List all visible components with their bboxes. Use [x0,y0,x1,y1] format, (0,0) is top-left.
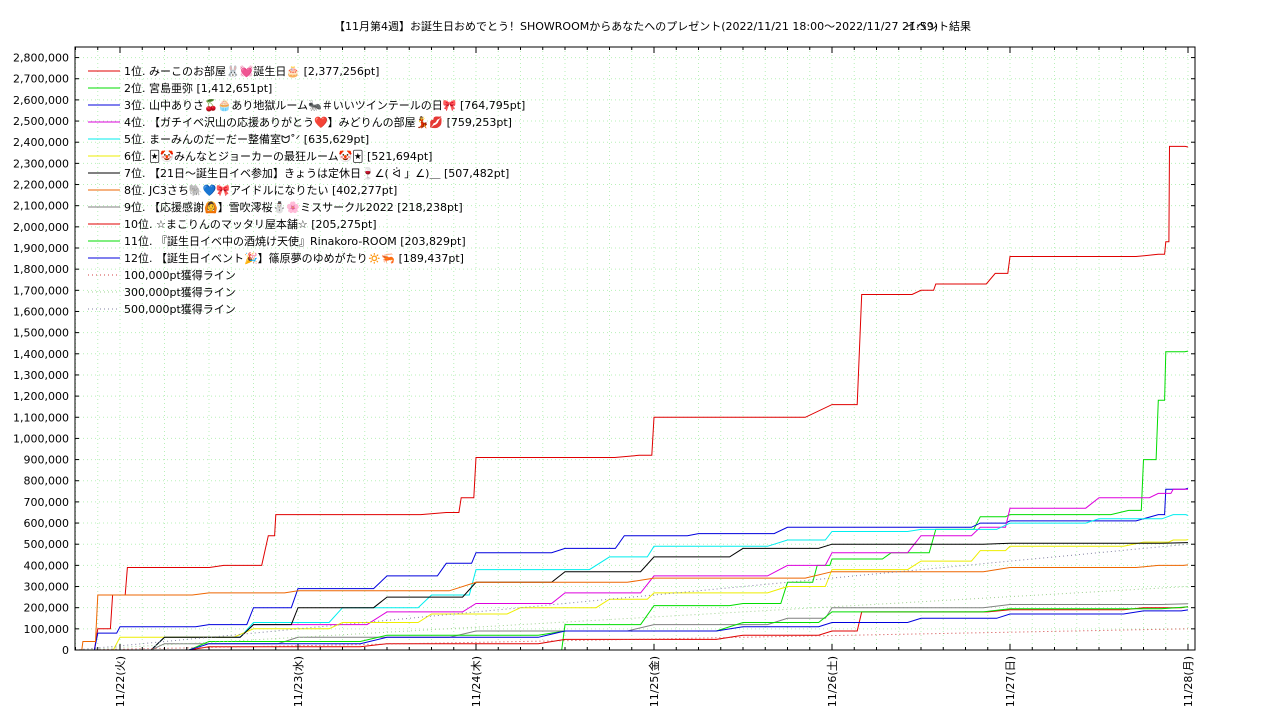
series-line-6 [75,539,1189,651]
legend-label: 5位. まーみんのだーだー整備室ᗢ˚ᐟ [635,629pt] [124,132,369,146]
axes: 0 100,000 200,000 300,000 400,000 500,000 600,… [13,47,1195,707]
legend-label: 6位. 🃏🤡みんなとジョーカーの最狂ルーム🤡🃏 [521,694pt] [124,149,432,163]
legend-label: 300,000pt獲得ライン [124,286,236,299]
y-tick-label: 0 [62,644,69,657]
y-tick-label: 2,300,000 [13,157,69,170]
legend-label: 4位. 【ガチイベ沢山の応援ありがとう❤️】みどりんの部屋💃💋 [759,253… [124,115,512,129]
chart-subtitle: イベント結果 [905,19,971,33]
series-line-3 [75,487,1189,651]
y-tick-label: 1,800,000 [13,263,69,276]
legend-label: 100,000pt獲得ライン [124,269,236,282]
x-tick-label: 11/25(金) [647,656,661,707]
y-tick-label: 1,900,000 [13,242,69,255]
x-tick-label: 11/28(月) [1182,656,1195,707]
y-tick-label: 2,200,000 [13,179,69,192]
y-tick-label: 1,500,000 [13,327,69,340]
y-tick-label: 1,300,000 [13,369,69,382]
legend-label: 8位. JC3さち🐘💙🎀アイドルになりたい [402,277pt] [124,183,397,197]
y-tick-label: 900,000 [24,454,70,467]
y-tick-label: 500,000 [24,538,70,551]
x-tick-label: 11/22(火) [114,656,127,707]
y-tick-label: 1,700,000 [13,284,69,297]
legend-label: 12位. 【誕生日イベント🎉】篠原夢のゆめがたり🔅🦐 [189,437pt] [124,251,464,265]
y-tick-label: 2,600,000 [13,94,69,107]
x-tick-label: 11/23(水) [292,656,305,707]
series-line-10 [75,606,1189,651]
series-line-13 [75,628,1189,651]
y-tick-label: 100,000 [24,623,70,636]
y-tick-label: 1,400,000 [13,348,69,361]
x-tick-label: 11/27(日) [1004,656,1017,707]
y-tick-label: 2,100,000 [13,200,69,213]
legend: 1位. みーこのお部屋🐰💓誕生日🎂 [2,377,256pt] 2位. 宮島亜弥 … [88,64,525,316]
y-tick-label: 700,000 [24,496,70,509]
y-tick-label: 2,500,000 [13,115,69,128]
y-tick-label: 600,000 [24,517,70,530]
plot-frame [74,46,1196,651]
legend-label: 11位. 『誕生日イベ中の酒焼け天使』Rinakoro-ROOM [203,82… [124,234,466,248]
legend-label: 7位. 【21日〜誕生日イベ参加】きょうは定休日🍷∠( ᐛ 」∠)＿ [507,… [124,166,509,180]
y-tick-label: 1,600,000 [13,305,69,318]
legend-label: 9位. 【応援感謝🙆】雪吹澪桜⛄🌸ミスサークル2022 [218,238pt] [124,200,463,214]
y-tick-label: 1,000,000 [13,432,69,445]
series-line-8 [75,564,1189,651]
legend-label: 500,000pt獲得ライン [124,303,236,316]
y-tick-label: 1,100,000 [13,411,69,424]
legend-label: 2位. 宮島亜弥 [1,412,651pt] [124,81,272,95]
chart-title: 【11月第4週】お誕生日おめでとう！SHOWROOMからあなたへのプレゼント(2… [334,19,938,33]
x-tick-label: 11/24(木) [470,656,483,707]
y-tick-label: 2,000,000 [13,221,69,234]
y-tick-label: 300,000 [24,581,70,594]
legend-label: 1位. みーこのお部屋🐰💓誕生日🎂 [2,377,256pt] [124,64,379,78]
series-line-12 [75,609,1189,651]
y-tick-label: 2,400,000 [13,136,69,149]
legend-label: 10位. ☆まこりんのマッタリ屋本舗☆ [205,275pt] [124,217,377,231]
y-tick-label: 400,000 [24,559,70,572]
y-tick-label: 200,000 [24,602,70,615]
y-tick-label: 1,200,000 [13,390,69,403]
y-tick-label: 2,800,000 [13,52,69,65]
series-line-1 [75,145,1189,651]
grid [75,47,1195,650]
series-line-5 [75,514,1189,651]
y-tick-label: 800,000 [24,475,70,488]
series-line-2 [542,350,1189,651]
x-tick-label: 11/26(土) [826,656,839,707]
series-line-14 [75,586,1189,651]
legend-label: 3位. 山中ありさ🍒🧁あり地獄ルーム🐜＃いいツインテールの日🎀 [764,795… [124,98,525,112]
series-layer [75,145,1189,651]
y-tick-label: 2,700,000 [13,73,69,86]
series-line-4 [75,488,1189,651]
